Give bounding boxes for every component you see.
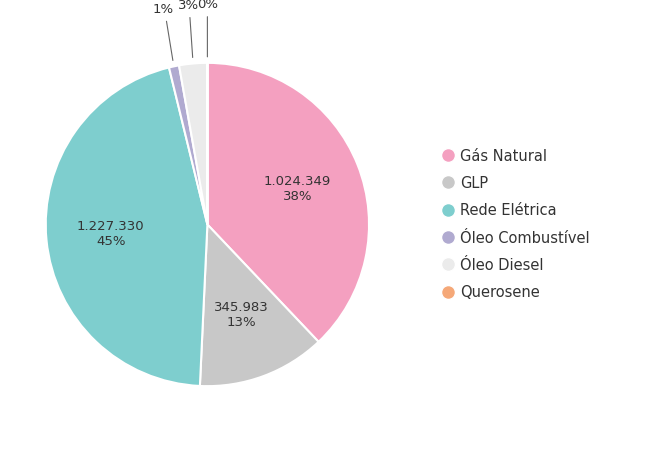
- Wedge shape: [45, 67, 207, 386]
- Wedge shape: [207, 63, 369, 342]
- Text: 27.318
1%: 27.318 1%: [140, 0, 187, 61]
- Wedge shape: [179, 63, 207, 224]
- Text: 19
0%: 19 0%: [197, 0, 218, 57]
- Text: 1.024.349
38%: 1.024.349 38%: [264, 175, 331, 202]
- Wedge shape: [169, 66, 207, 224]
- Text: 1.227.330
45%: 1.227.330 45%: [77, 220, 145, 248]
- Wedge shape: [200, 224, 318, 386]
- Legend: Gás Natural, GLP, Rede Elétrica, Óleo Combustível, Óleo Diesel, Querosene: Gás Natural, GLP, Rede Elétrica, Óleo Co…: [437, 141, 597, 308]
- Text: 345.983
13%: 345.983 13%: [214, 301, 268, 330]
- Text: 75.791
3%: 75.791 3%: [165, 0, 212, 57]
